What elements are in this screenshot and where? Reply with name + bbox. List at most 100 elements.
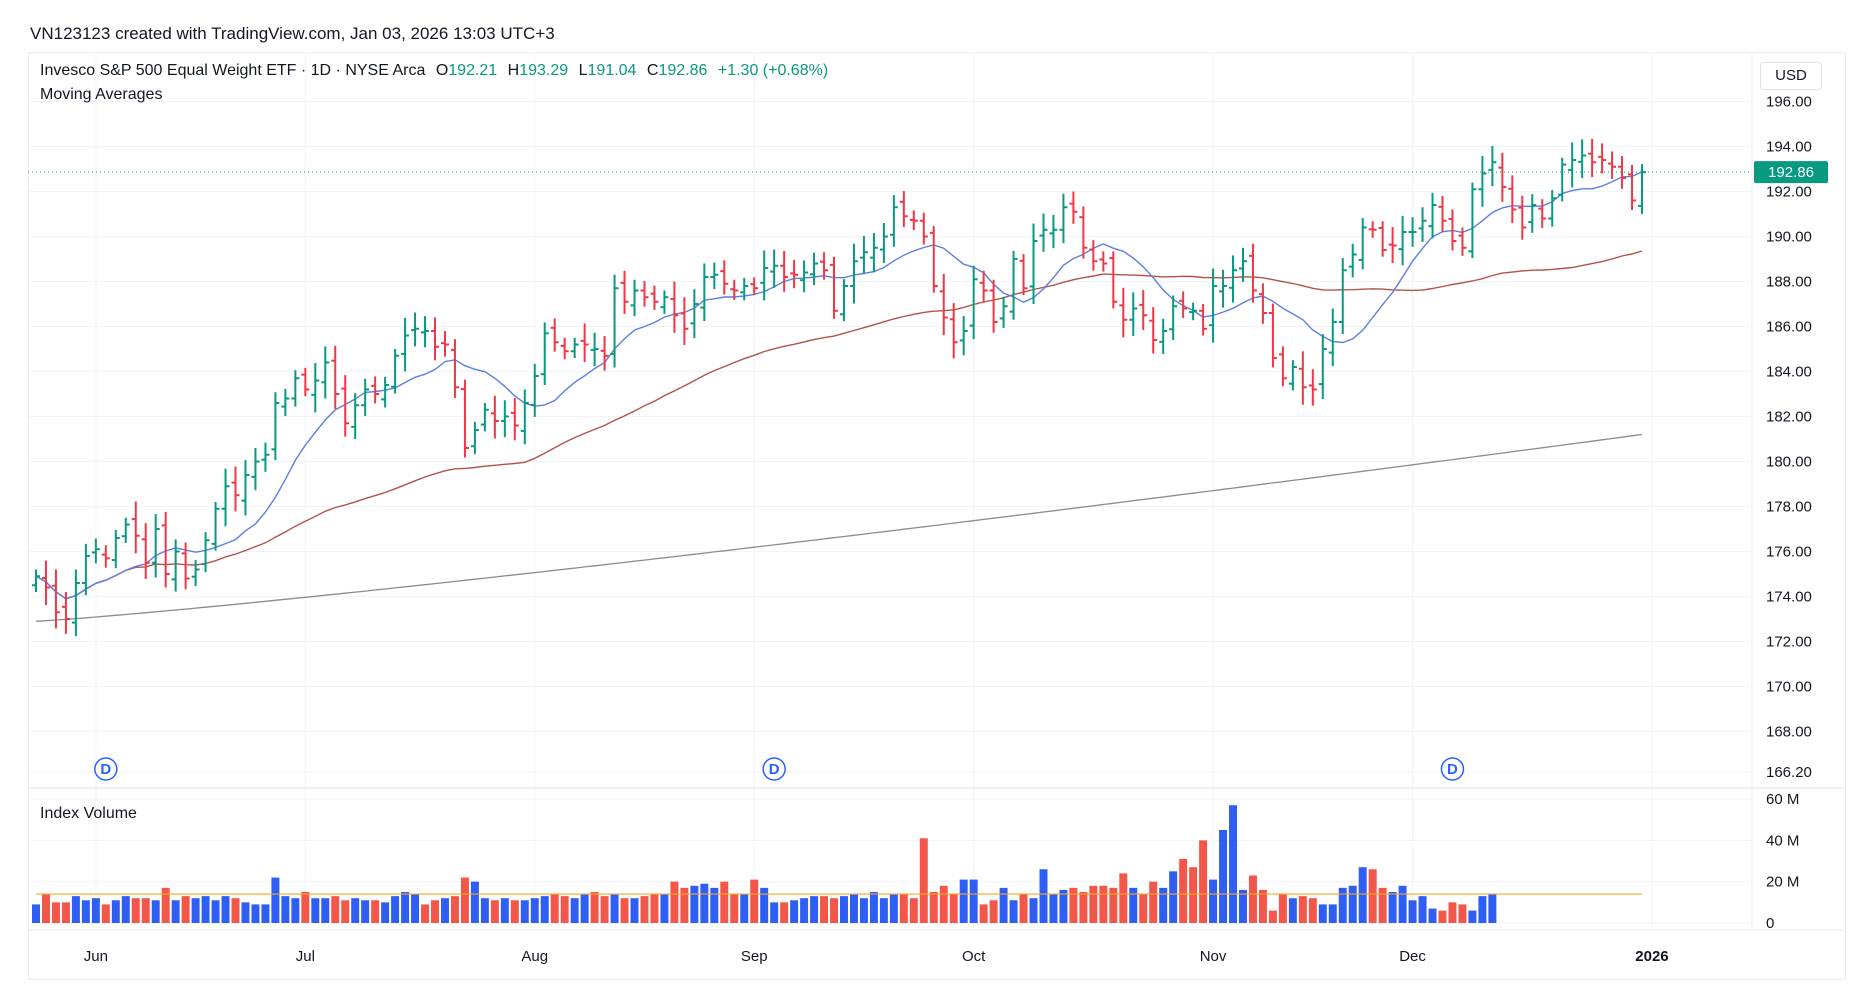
volume-bar <box>859 898 868 923</box>
volume-bar <box>231 898 240 923</box>
ohlc-bar <box>1598 143 1607 174</box>
ohlc-bar <box>1159 318 1168 354</box>
volume-bar <box>540 896 549 923</box>
ohlc-bar <box>730 279 739 300</box>
ohlc-bar <box>550 318 559 352</box>
volume-bar <box>1258 889 1267 923</box>
volume-bar <box>171 900 180 923</box>
volume-bar <box>999 887 1008 923</box>
volume-bar <box>949 894 958 923</box>
ohlc-bar <box>680 297 689 345</box>
ohlc-bar <box>480 403 489 432</box>
ohlc-bar <box>1528 194 1537 233</box>
volume-bar <box>500 898 509 923</box>
ohlc-bar <box>241 460 250 516</box>
volume-bar <box>820 896 829 923</box>
ohlc-bar <box>1498 152 1507 202</box>
volume-bar <box>1268 910 1277 923</box>
ohlc-bar <box>600 335 609 371</box>
ohlc-bar <box>361 378 370 417</box>
volume-bar <box>989 900 998 923</box>
price-tick-label: 192.00 <box>1766 184 1812 201</box>
volume-bar <box>1239 889 1247 923</box>
ohlc-bar <box>431 317 440 361</box>
ohlc-bar <box>590 332 599 367</box>
ohlc-bar <box>1518 195 1527 240</box>
ohlc-bar <box>1458 227 1467 256</box>
ohlc-bar <box>999 296 1008 328</box>
ohlc-bar <box>1378 221 1387 257</box>
volume-bar <box>899 894 908 923</box>
volume-bar <box>610 894 619 923</box>
volume-bar <box>1348 885 1357 923</box>
ohlc-bar <box>261 442 270 472</box>
ohlc-bar <box>341 375 350 437</box>
open-label: O <box>435 62 449 79</box>
last-price-tag <box>1754 161 1828 184</box>
volume-bar <box>790 900 799 923</box>
volume-bar <box>710 887 719 923</box>
ohlc-bar <box>520 389 529 445</box>
change-value: +1.30 (+0.68%) <box>717 62 829 79</box>
volume-bar <box>550 894 559 923</box>
ma-50-line <box>35 250 1643 600</box>
ohlc-bar <box>1049 214 1058 249</box>
ohlc-bar <box>121 517 130 543</box>
ohlc-bar <box>1149 307 1158 354</box>
volume-bar <box>361 900 370 923</box>
time-tick-label: Nov <box>1200 948 1227 965</box>
ohlc-bar <box>1189 302 1198 321</box>
ohlc-bar <box>1388 227 1397 264</box>
axes: 196.00 194.00 192.00 190.00 188.00 186.00 184.… <box>28 52 1844 965</box>
low-value: 191.04 <box>587 62 637 79</box>
volume-bar <box>1079 892 1088 923</box>
ohlc-bar <box>780 250 789 292</box>
ohlc-bar <box>570 337 579 358</box>
time-tick-label: Sep <box>741 948 768 965</box>
attribution-header: VN123123 created with TradingView.com, J… <box>30 24 555 43</box>
ohlc-bar <box>201 532 210 573</box>
volume-bar <box>121 896 130 923</box>
ohlc-bar <box>1448 209 1457 251</box>
ohlc-bar <box>1468 182 1477 259</box>
ohlc-bar <box>740 277 749 301</box>
volume-bar <box>311 898 320 923</box>
ohlc-bar <box>929 226 938 293</box>
indicator-legend[interactable]: Moving Averages <box>40 86 163 103</box>
ohlc-bar <box>1268 303 1277 368</box>
ohlc-bar <box>181 542 190 590</box>
ohlc-bar <box>1278 346 1287 387</box>
volume-bar <box>32 904 40 923</box>
ohlc-bar <box>1119 287 1128 338</box>
dividend-marker <box>762 757 786 781</box>
ohlc-bar <box>1318 334 1327 399</box>
ohlc-bar <box>620 270 629 314</box>
time-tick-label: Aug <box>521 948 548 965</box>
ohlc-bar <box>131 501 140 554</box>
volume-bar <box>770 902 779 923</box>
volume-bar <box>81 900 90 923</box>
time-tick-label: 2026 <box>1635 948 1668 965</box>
currency-button[interactable]: USD <box>1760 62 1822 90</box>
ohlc-bar <box>1408 217 1417 247</box>
ohlc-bar <box>1548 190 1557 227</box>
ohlc-bar <box>670 281 679 333</box>
volume-bar <box>1328 904 1337 923</box>
ohlc-bar <box>810 252 819 286</box>
ohlc-bar <box>1129 292 1138 336</box>
volume-pane-label[interactable]: Index Volume <box>40 805 137 822</box>
ohlc-bar <box>251 448 260 491</box>
volume-bar <box>1059 889 1068 923</box>
ohlc-bar <box>889 195 898 247</box>
ohlc-bar <box>500 400 509 438</box>
volume-bar <box>381 902 390 923</box>
volume-bar <box>1318 904 1327 923</box>
ohlc-bar <box>1009 250 1018 320</box>
low-label: L <box>578 62 588 79</box>
ohlc-bar <box>1199 304 1208 336</box>
volume-bar <box>690 885 699 923</box>
volume-bar <box>810 896 819 923</box>
volume-bar <box>371 900 380 923</box>
volume-bar <box>1109 887 1118 923</box>
